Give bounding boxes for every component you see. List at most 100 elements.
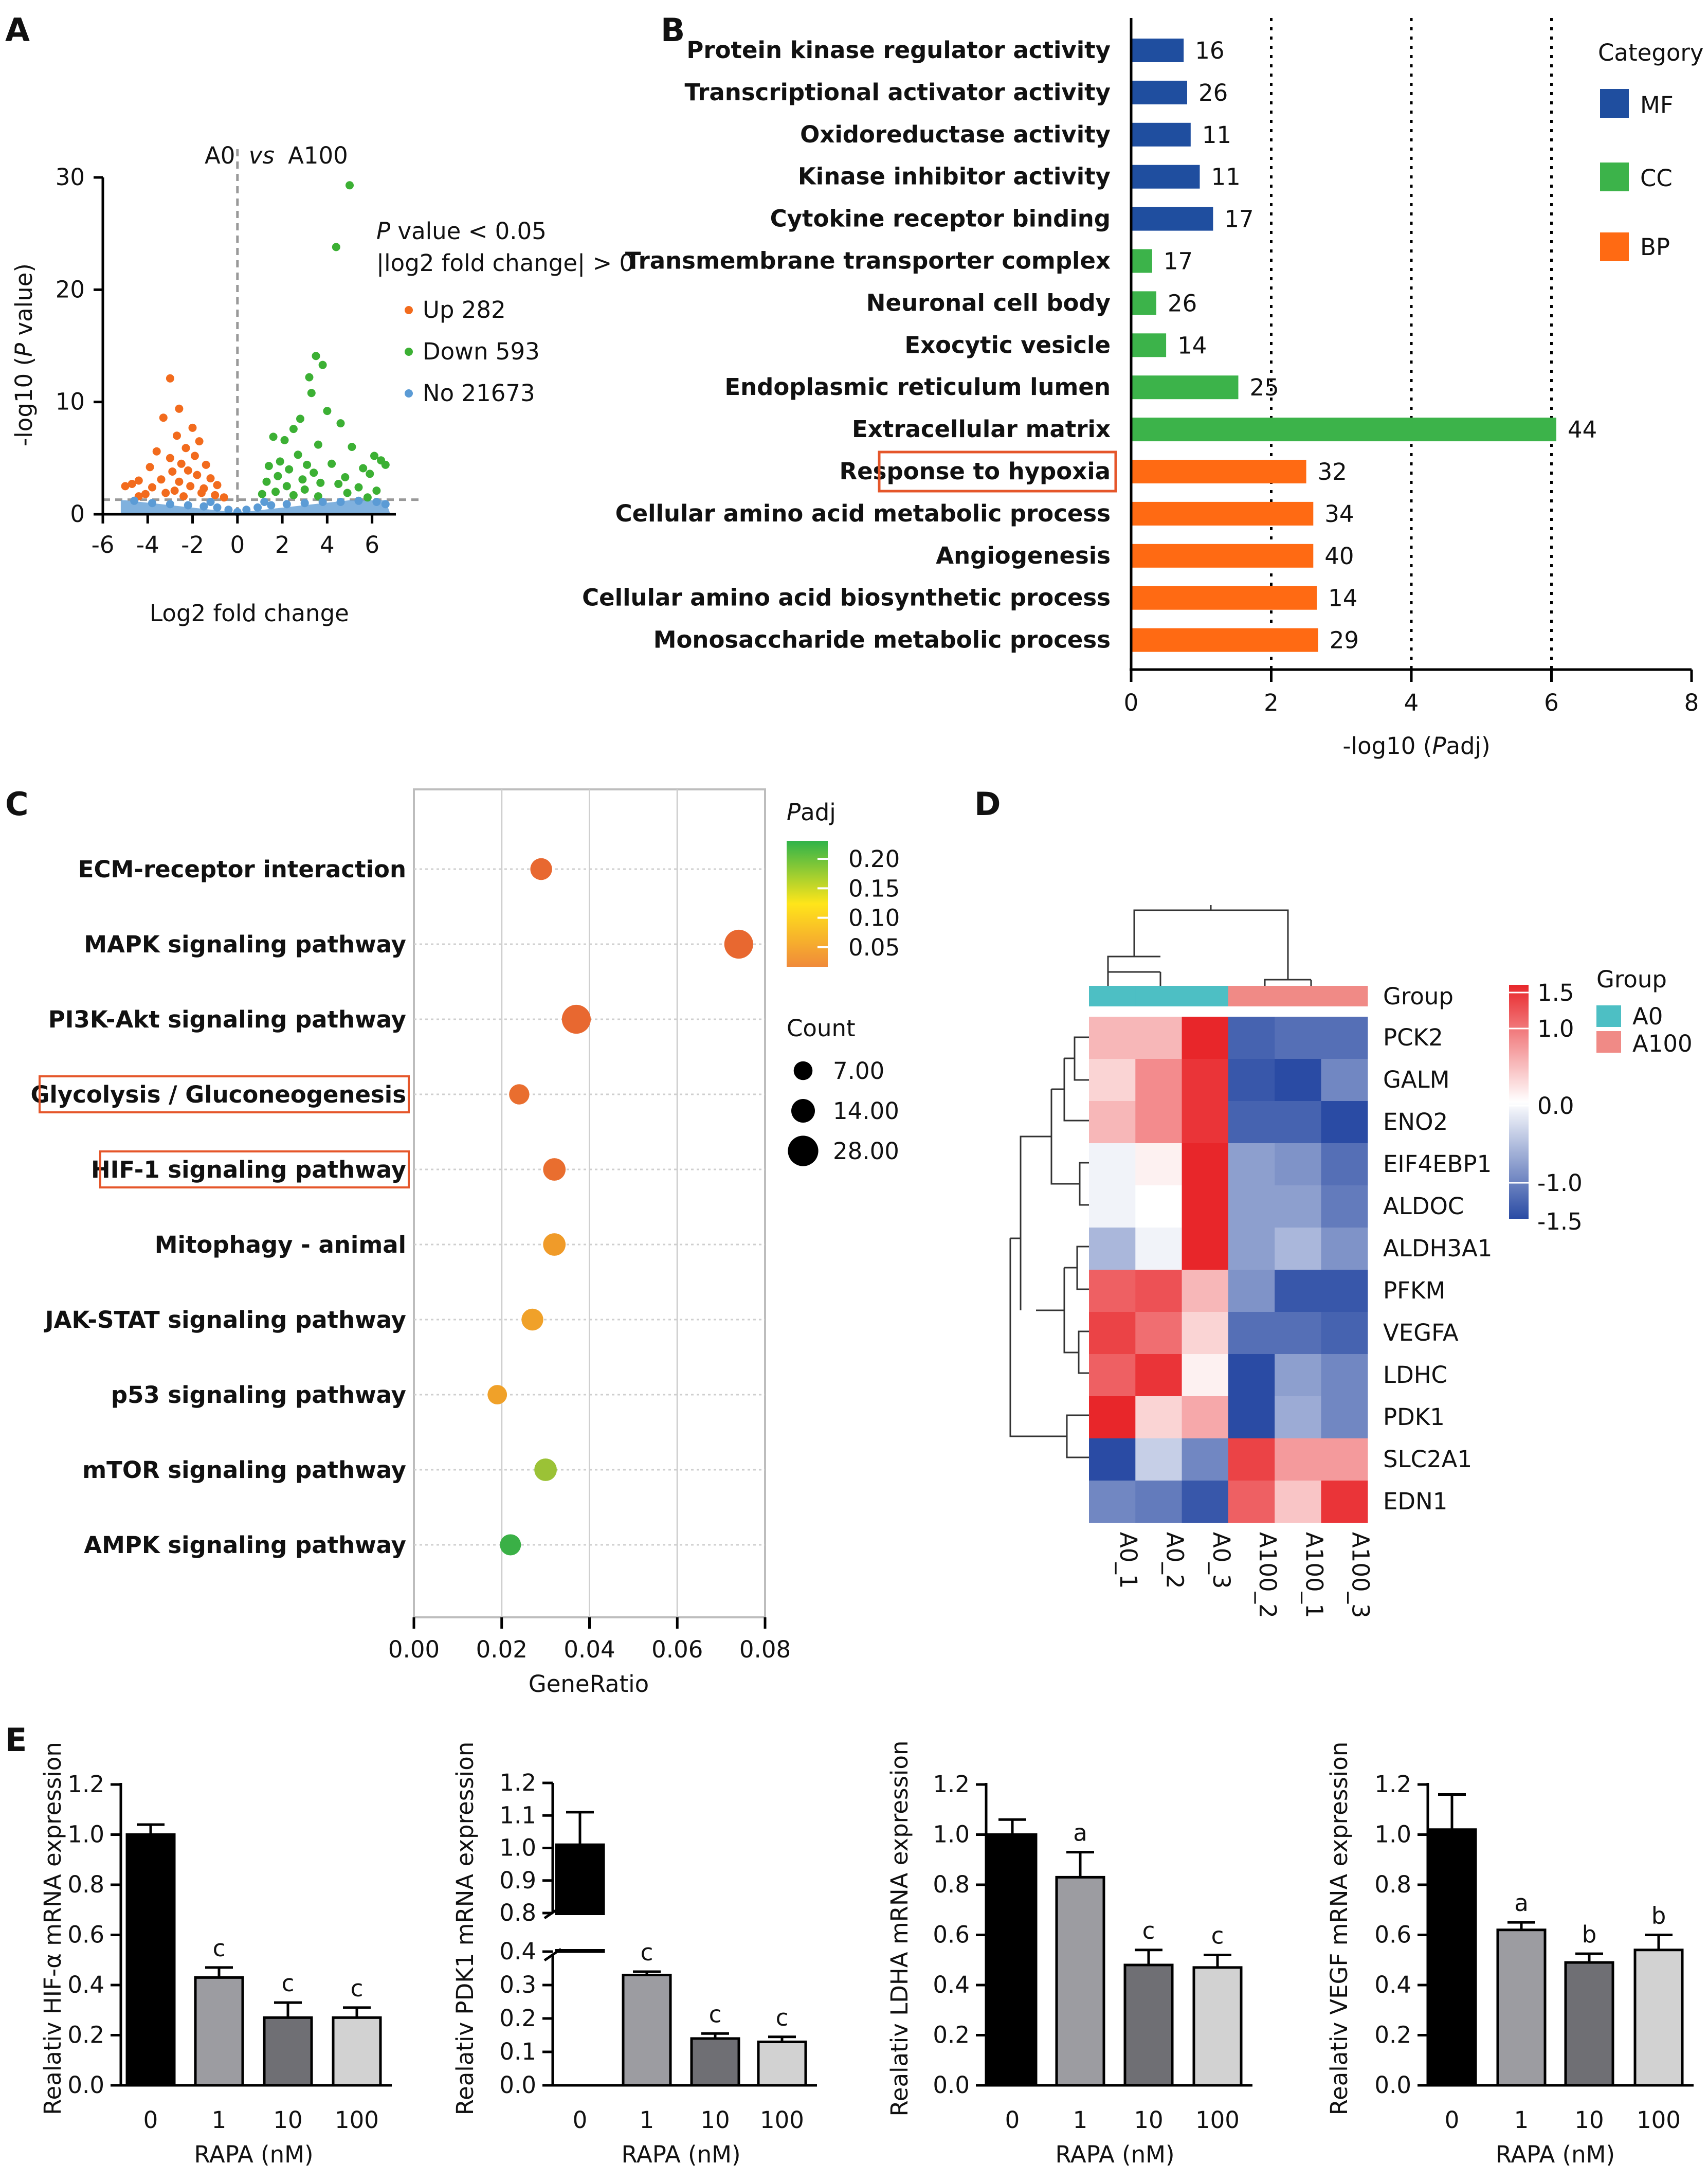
heatmap-cell [1321, 1017, 1368, 1059]
kegg-pathway-label: MAPK signaling pathway [84, 931, 406, 958]
qpcr-y-tick-label: 1.2 [933, 1771, 970, 1798]
heatmap-cell [1275, 1481, 1322, 1523]
go-bar [1131, 628, 1318, 652]
volcano-point-no [336, 498, 345, 506]
count-legend-label: 28.00 [833, 1138, 899, 1165]
volcano-x-tick-label: 2 [275, 531, 290, 558]
volcano-point-down [334, 480, 343, 488]
heatmap-cell [1275, 1270, 1322, 1312]
volcano-point-down [276, 457, 284, 466]
padj-colorbar [787, 841, 828, 967]
go-term-label: Cellular amino acid biosynthetic process [582, 584, 1111, 611]
kegg-pathway-label: PI3K-Akt signaling pathway [48, 1006, 406, 1033]
go-term-label: Oxidoreductase activity [800, 121, 1111, 148]
heatmap-cell [1275, 1017, 1322, 1059]
volcano-y-tick-label: 0 [70, 500, 85, 528]
volcano-point-up [186, 482, 195, 491]
legend-cc-label: CC [1640, 165, 1673, 192]
volcano-point-up [175, 404, 184, 413]
qpcr-ylabel: Realativ VEGF mRNA expression [1325, 1742, 1353, 2116]
qpcr-bar [690, 2037, 740, 2087]
go-bar [1131, 291, 1156, 315]
volcano-point-down [312, 352, 320, 360]
qpcr-significance-letter: c [351, 1975, 364, 2002]
qpcr-ylabel: Realativ HIF-α mRNA expression [39, 1742, 66, 2115]
kegg-dot [500, 1534, 521, 1556]
heatmap-column-label: A0_2 [1161, 1532, 1189, 1589]
go-count-label: 40 [1324, 543, 1354, 570]
heatmap-cell [1228, 1396, 1275, 1439]
volcano-x-tick-label: 4 [320, 531, 335, 558]
volcano-point-down [354, 483, 363, 492]
volcano-comparison-label: A0 vs A100 [205, 142, 348, 169]
volcano-point-up [168, 467, 177, 476]
count-legend-title: Count [787, 1015, 856, 1042]
go-count-label: 26 [1198, 79, 1228, 106]
qpcr-y-tick-label: 0.6 [67, 1921, 104, 1949]
heatmap-cell [1135, 1017, 1183, 1059]
volcano-point-up [157, 475, 166, 484]
go-term-label: Cytokine receptor binding [770, 205, 1111, 232]
kegg-pathway-label: HIF-1 signaling pathway [91, 1156, 406, 1183]
go-xlabel: -log10 (Padj) [1342, 732, 1490, 760]
qpcr-y-tick-label: 0.0 [933, 2071, 970, 2099]
go-term-label: Transmembrane transporter complex [625, 247, 1111, 275]
go-bar [1131, 501, 1314, 526]
qpcr-significance-letter: b [1651, 1902, 1666, 1929]
heatmap-cell [1321, 1101, 1368, 1144]
go-x-tick-label: 0 [1124, 689, 1139, 716]
go-bar [1131, 39, 1184, 62]
volcano-point-down [332, 243, 340, 251]
count-legend-marker [791, 1099, 815, 1123]
qpcr-bar-break-gap [554, 1915, 606, 1949]
heatmap-group-bar-cell [1182, 986, 1229, 1006]
qpcr-x-tick-label: 1 [1514, 2106, 1529, 2134]
go-count-label: 25 [1249, 374, 1279, 401]
go-x-tick-label: 6 [1544, 689, 1559, 716]
go-bar [1131, 544, 1314, 568]
qpcr-xlabel: RAPA (nM) [1496, 2141, 1615, 2168]
go-count-label: 17 [1164, 248, 1193, 275]
heatmap-colorbar-label: -1.5 [1537, 1208, 1583, 1235]
volcano-point-down [274, 472, 282, 480]
heatmap-cell [1275, 1143, 1322, 1186]
go-bar [1131, 418, 1556, 442]
volcano-point-down [359, 464, 368, 473]
kegg-x-tick-label: 0.08 [739, 1636, 791, 1663]
qpcr-y-tick-label: 0.3 [499, 1971, 536, 1998]
heatmap-cell [1228, 1270, 1275, 1312]
volcano-point-down [258, 490, 266, 498]
qpcr-bar [1633, 1949, 1684, 2087]
legend-no-label: No 21673 [423, 380, 535, 407]
legend-cc-swatch [1600, 163, 1629, 191]
legend-no-marker [405, 389, 413, 398]
volcano-point-down [348, 443, 356, 451]
heatmap-column-label: A100_3 [1347, 1532, 1374, 1618]
heatmap-cell [1321, 1185, 1368, 1228]
heatmap-cell [1089, 1101, 1136, 1144]
qpcr-bar [1055, 1876, 1105, 2087]
volcano-point-no [300, 499, 309, 508]
heatmap-cell [1228, 1143, 1275, 1186]
heatmap-colorbar-label: -1.0 [1537, 1169, 1583, 1197]
volcano-point-down [366, 470, 374, 478]
qpcr-chart-1: 0 c 1 c 10 c 100 0.0 0.2 0.4 0.6 0.8 1.0 1.2 RAPA (nM)… [39, 1742, 392, 2168]
go-bar [1131, 122, 1191, 147]
go-bar [1131, 207, 1213, 231]
volcano-point-no [166, 500, 174, 509]
volcano-point-no [148, 499, 156, 508]
heatmap-cell [1321, 1354, 1368, 1397]
heatmap-row-label: ALDOC [1383, 1193, 1464, 1220]
go-term-label: Neuronal cell body [866, 289, 1111, 316]
heatmap-row-label: PFKM [1383, 1277, 1445, 1304]
go-bar [1131, 586, 1317, 610]
qpcr-chart-3: 0 a 1 c 10 c 100 0.0 0.2 0.4 0.6 0.8 1.0 1.2 RAPA (nM)… [886, 1741, 1252, 2168]
go-count-label: 44 [1568, 416, 1597, 443]
go-x-tick-label: 8 [1684, 689, 1699, 716]
volcano-point-up [148, 483, 156, 492]
heatmap-cell [1135, 1481, 1183, 1523]
volcano-point-down [271, 488, 280, 496]
volcano-point-down [262, 477, 271, 486]
heatmap-cell [1135, 1270, 1183, 1312]
